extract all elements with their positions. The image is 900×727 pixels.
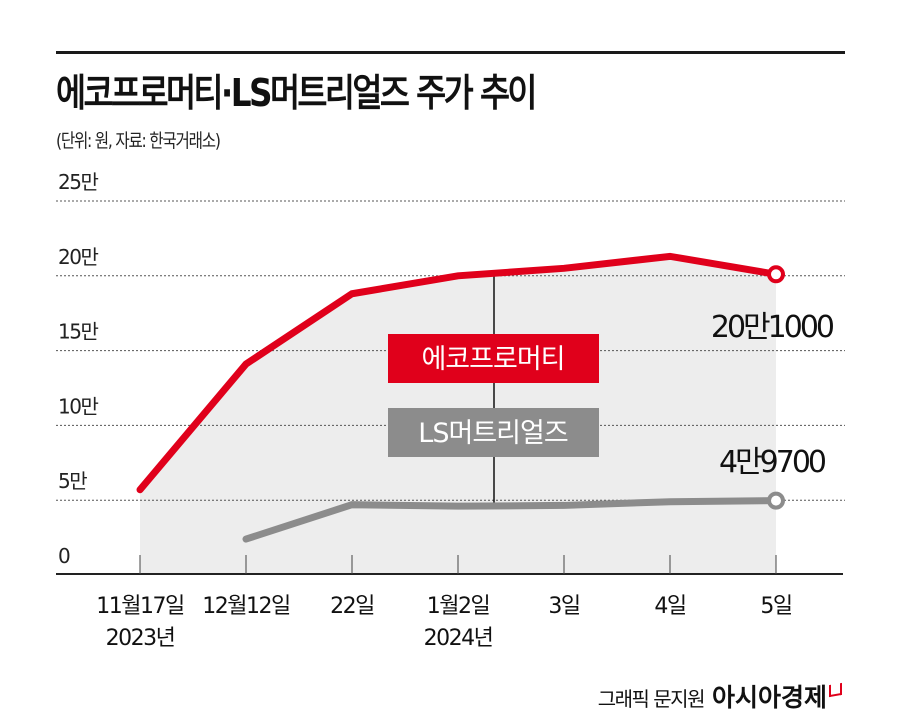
- y-tick-label: 15만: [58, 320, 98, 344]
- series-line-1: [242, 497, 780, 543]
- end-marker-1: [767, 491, 785, 510]
- graphic-credit: 그래픽 문지원: [597, 687, 706, 711]
- series-label-box-ecopro: [388, 334, 599, 383]
- shaded-plot-area: [140, 199, 776, 575]
- x-tick-year-label: 2023년: [106, 626, 175, 651]
- top-rule: [56, 51, 845, 54]
- end-value-ls: 4만9700: [719, 445, 826, 480]
- brand-mark-icon: [829, 682, 842, 698]
- x-tick-label: 4일: [654, 594, 685, 619]
- brand-logo: 아시아경제: [712, 678, 842, 714]
- y-tick-label: 5만: [58, 469, 87, 493]
- chart-subtitle: (단위: 원, 자료: 한국거래소): [56, 130, 221, 152]
- area-mask: [140, 199, 776, 490]
- x-tick-label: 22일: [330, 594, 374, 619]
- series-label-ls: LS머트리얼즈: [388, 408, 599, 457]
- x-tick-year-label: 2024년: [424, 626, 493, 651]
- x-axis: [56, 555, 843, 575]
- y-tick-label: 25만: [58, 170, 98, 194]
- x-tick-label: 12월12일: [202, 594, 290, 619]
- end-marker-0: [767, 265, 785, 284]
- x-tick-label: 3일: [548, 594, 579, 619]
- y-axis-labels: 0 5만 10만 15만 20만 25만: [58, 170, 100, 568]
- series-label-text-ecopro: 에코프로머티: [421, 344, 564, 375]
- x-axis-labels: 11월17일 2023년 12월12일 22일 1월2일 2024년 3일 4일 5일: [96, 594, 793, 651]
- chart-title: 에코프로머티·LS머트리얼즈 주가 추이: [56, 71, 538, 115]
- brand-name: 아시아경제: [711, 683, 827, 712]
- y-tick-label: 20만: [58, 245, 98, 269]
- y-tick-label: 10만: [58, 394, 98, 418]
- end-value-ecopro: 20만1000: [711, 310, 834, 345]
- series-lines: [136, 252, 785, 543]
- series-label-ecopro: 에코프로머티: [388, 334, 599, 383]
- series-label-text-ls: LS머트리얼즈: [418, 418, 568, 449]
- series-line-0: [136, 252, 780, 494]
- footer: 그래픽 문지원 아시아경제: [598, 678, 842, 714]
- x-tick-label: 5일: [760, 594, 791, 619]
- x-tick-label: 1월2일: [427, 594, 490, 619]
- series-label-box-ls: [388, 408, 599, 457]
- x-tick-label: 11월17일: [96, 594, 184, 619]
- y-tick-label: 0: [58, 544, 70, 568]
